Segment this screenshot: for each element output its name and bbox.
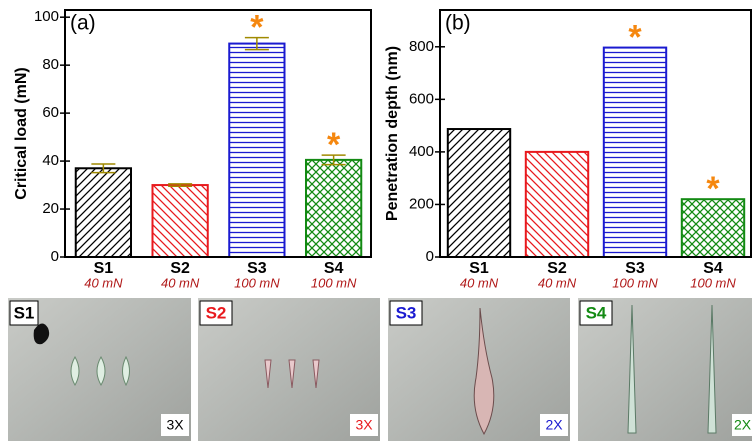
magnification: 3X [355,417,373,433]
magnification: 3X [166,417,184,433]
x-sublabel: 100 mN [612,275,658,290]
significance-marker: * [327,126,341,164]
image-label: S1 [14,303,35,322]
bar [152,185,207,257]
y-tick-label: 200 [409,195,434,212]
y-tick-label: 0 [426,248,434,265]
x-sublabel: 40 mN [460,275,499,290]
magnification: 2X [734,417,752,433]
panel-label: (a) [70,12,96,35]
figure: S1 3X S2 3X S3 2X S4 2X 0 20 40 60 80 100 S1 40… [0,0,752,441]
micrograph-s3: S3 2X [388,298,570,441]
y-tick-label: 80 [42,56,59,73]
x-sublabel: 40 mN [538,275,577,290]
y-tick-label: 0 [51,248,59,265]
x-sublabel: 100 mN [234,275,280,290]
y-tick-label: 600 [409,90,434,107]
bar [306,160,361,257]
significance-marker: * [628,19,642,57]
y-axis-label: Critical load (mN) [13,67,30,199]
significance-marker: * [250,9,264,47]
y-tick-label: 60 [42,104,59,121]
y-tick-label: 40 [42,152,59,169]
image-label: S4 [586,303,607,322]
image-label: S3 [396,303,417,322]
bar [604,48,666,257]
micrograph-s1: S1 3X [8,298,191,441]
significance-marker: * [706,170,720,208]
bar [76,168,131,257]
y-axis-label: Penetration depth (nm) [384,46,401,221]
panel-label: (b) [445,12,471,35]
x-sublabel: 40 mN [161,275,200,290]
y-tick-label: 100 [34,8,59,25]
y-tick-label: 400 [409,143,434,160]
micrograph-s4: S4 2X [578,298,752,441]
x-sublabel: 100 mN [311,275,357,290]
y-tick-label: 800 [409,38,434,55]
x-sublabel: 40 mN [84,275,123,290]
bar [448,129,510,257]
bar [526,152,588,257]
magnification: 2X [545,417,563,433]
y-tick-label: 20 [42,200,59,217]
image-label: S2 [206,303,227,322]
bar [229,44,284,257]
x-sublabel: 100 mN [690,275,736,290]
micrograph-s2: S2 3X [198,298,380,441]
